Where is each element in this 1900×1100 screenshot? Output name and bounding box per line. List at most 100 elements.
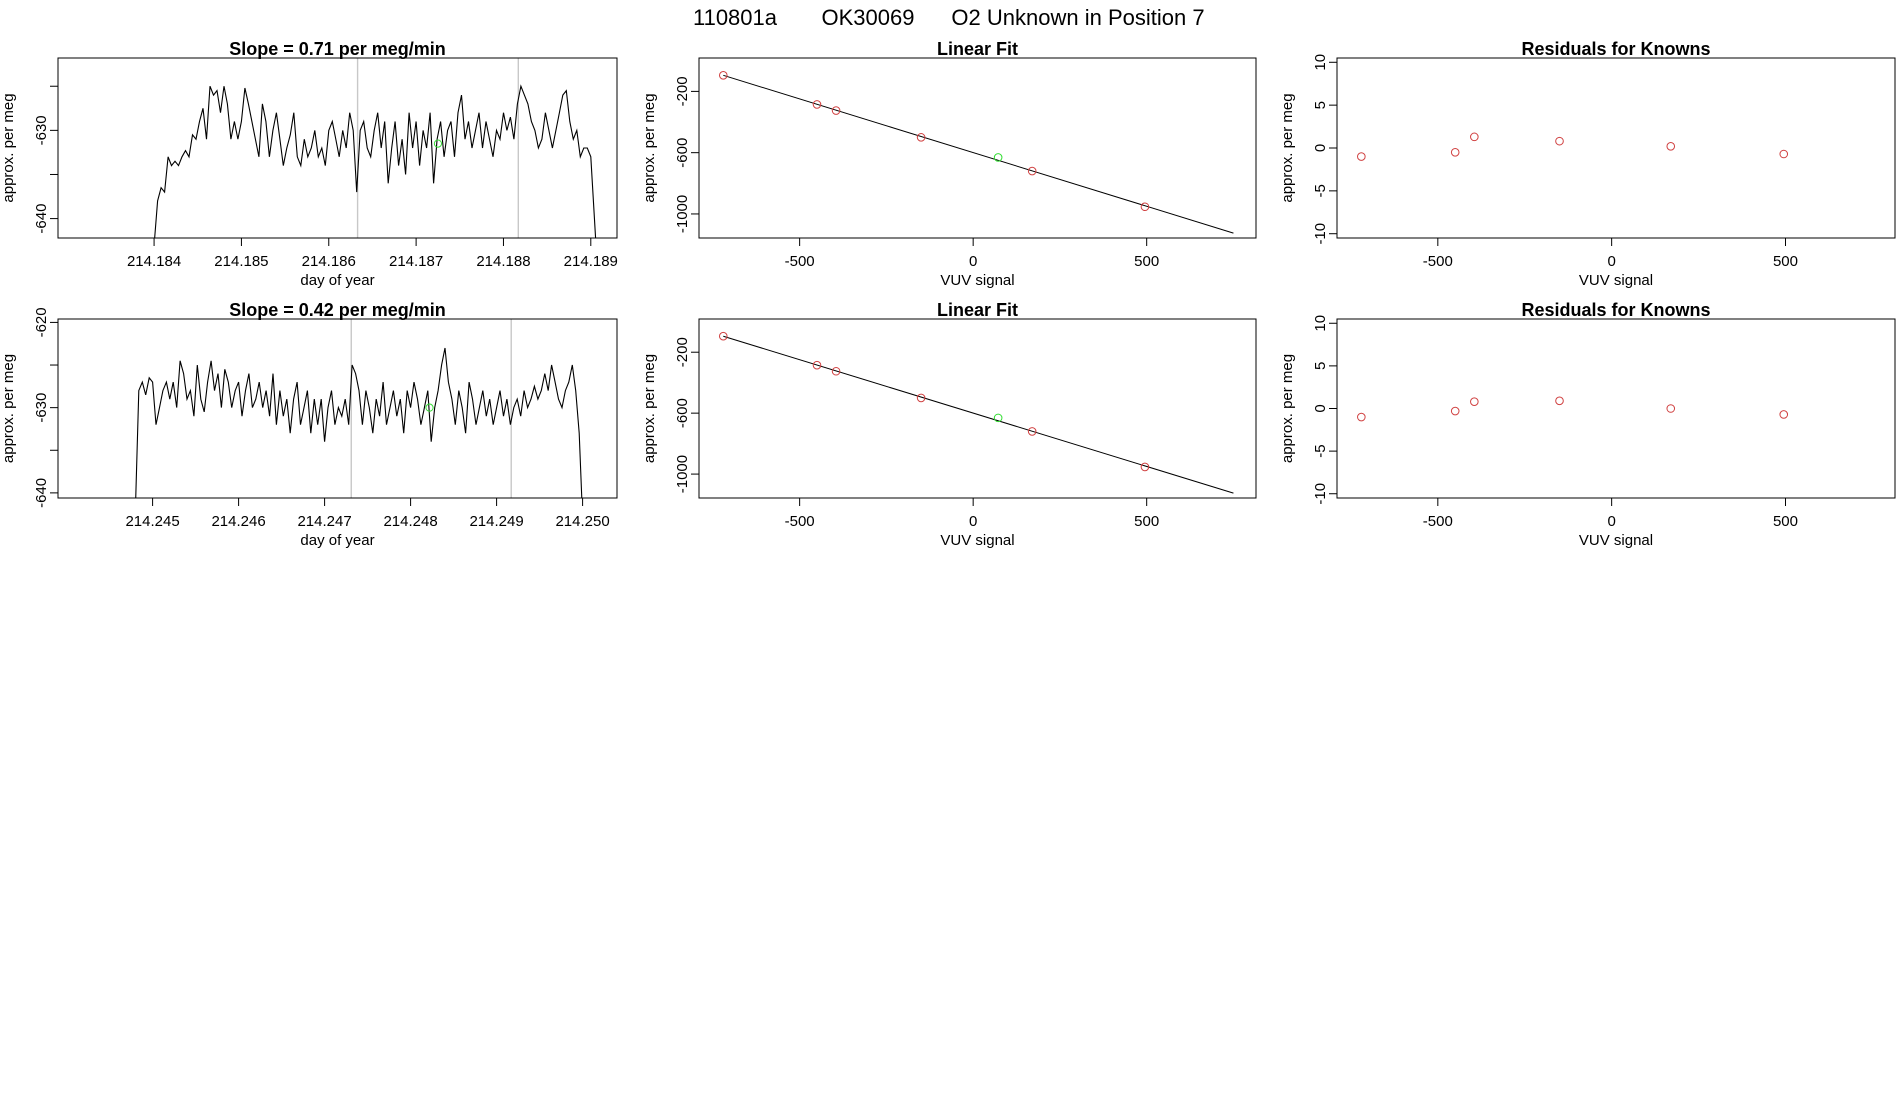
y-tick-label: -1000 xyxy=(674,455,691,493)
x-tick-label: 214.248 xyxy=(383,513,437,530)
y-axis-label: approx. per meg xyxy=(0,354,17,463)
y-axis-label: approx. per meg xyxy=(641,93,658,202)
panel-0-1: -500 0 500 -1000 -600 -200 Linear Fit VUV signa… xyxy=(641,39,1257,289)
known-point xyxy=(1357,152,1366,161)
x-tick-label: 214.184 xyxy=(127,253,181,270)
y-tick-label: 5 xyxy=(1312,101,1329,109)
y-tick-label: -200 xyxy=(674,76,691,106)
x-axis-label: VUV signal xyxy=(1579,532,1653,549)
y-tick-label: -630 xyxy=(33,115,50,145)
x-tick-label: 214.249 xyxy=(469,513,523,530)
x-tick-label: 214.189 xyxy=(564,253,618,270)
unknown-marker xyxy=(425,403,434,412)
panel-title: Linear Fit xyxy=(937,39,1018,59)
panel-0-0: 214.184 214.185 214.186 214.187 214.188 214.1… xyxy=(0,39,618,289)
known-point xyxy=(718,71,728,80)
y-tick-label: 10 xyxy=(1312,315,1329,332)
x-tick-label: 214.245 xyxy=(125,513,179,530)
x-tick-label: 500 xyxy=(1134,253,1159,270)
known-point xyxy=(812,100,822,109)
x-tick-label: 214.187 xyxy=(389,253,443,270)
known-point xyxy=(916,393,926,403)
x-axis-label: VUV signal xyxy=(940,532,1014,549)
y-tick-label: -600 xyxy=(674,138,691,168)
known-point xyxy=(1470,397,1479,406)
known-point xyxy=(1555,396,1564,406)
y-axis-label: approx. per meg xyxy=(641,354,658,463)
plot-frame xyxy=(1336,57,1896,239)
known-point xyxy=(1666,404,1676,413)
y-tick-label: -600 xyxy=(674,398,691,428)
x-tick-label: 0 xyxy=(1607,253,1615,270)
x-tick-label: -500 xyxy=(785,253,815,270)
panel-title: Slope = 0.71 per meg/min xyxy=(229,39,446,59)
known-point xyxy=(1470,132,1479,142)
panel-title: Linear Fit xyxy=(937,300,1018,320)
y-axis-label: approx. per meg xyxy=(1279,354,1296,463)
plot-frame xyxy=(57,57,618,239)
plot-area xyxy=(1357,132,1789,161)
x-tick-label: 500 xyxy=(1134,513,1159,530)
x-tick-label: -500 xyxy=(785,513,815,530)
fit-line xyxy=(723,335,1234,494)
known-point xyxy=(1027,427,1037,436)
panel-0-2: -500 0 500 -10 -5 0 5 10 Residuals for Knowns VUV… xyxy=(1279,39,1896,289)
x-axis-label: day of year xyxy=(300,272,374,289)
panel-title: Slope = 0.42 per meg/min xyxy=(229,300,446,320)
x-tick-label: 0 xyxy=(969,513,977,530)
y-tick-label: 10 xyxy=(1312,54,1329,71)
known-point xyxy=(831,106,841,115)
panel-1-0: 214.245 214.246 214.247 214.248 214.249 214.2… xyxy=(0,300,618,549)
y-tick-label: -10 xyxy=(1312,223,1329,245)
plot-frame xyxy=(1336,318,1896,499)
known-point xyxy=(1027,166,1037,176)
y-tick-label: 0 xyxy=(1312,144,1329,152)
y-tick-label: 5 xyxy=(1312,362,1329,370)
known-point xyxy=(1450,147,1460,157)
y-tick-label: -5 xyxy=(1312,444,1329,457)
known-point xyxy=(1779,410,1789,419)
time-series-line xyxy=(154,84,597,238)
x-tick-label: -500 xyxy=(1423,513,1453,530)
known-point xyxy=(1779,149,1789,159)
unknown-marker xyxy=(433,139,443,148)
known-point xyxy=(812,360,822,370)
figure-title-tank: OK30069 xyxy=(822,5,915,30)
y-tick-label: -10 xyxy=(1312,483,1329,505)
x-tick-label: 214.185 xyxy=(214,253,268,270)
plot-area xyxy=(718,331,1234,494)
known-point xyxy=(916,133,926,142)
x-tick-label: 214.188 xyxy=(476,253,530,270)
known-point xyxy=(1140,462,1150,472)
x-tick-label: 214.247 xyxy=(297,513,351,530)
y-tick-label: -5 xyxy=(1312,184,1329,197)
plot-area xyxy=(718,71,1234,234)
x-axis-label: VUV signal xyxy=(1579,272,1653,289)
x-tick-label: 214.186 xyxy=(302,253,356,270)
x-tick-label: 0 xyxy=(969,253,977,270)
x-axis-label: VUV signal xyxy=(940,272,1014,289)
panels: 214.184 214.185 214.186 214.187 214.188 214.1… xyxy=(0,39,1896,549)
y-tick-label: -1000 xyxy=(674,195,691,233)
known-point xyxy=(1140,202,1150,212)
plot-area xyxy=(1357,396,1789,422)
y-tick-label: -640 xyxy=(33,204,50,234)
x-axis-label: day of year xyxy=(300,532,374,549)
fit-line xyxy=(723,74,1234,234)
x-tick-label: 500 xyxy=(1773,513,1798,530)
y-tick-label: 0 xyxy=(1312,404,1329,412)
panel-1-2: -500 0 500 -10 -5 0 5 10 Residuals for Knowns VUV… xyxy=(1279,300,1896,549)
figure-title-run: 110801a xyxy=(693,5,778,30)
unknown-point xyxy=(993,413,1003,423)
x-tick-label: 500 xyxy=(1773,253,1798,270)
plot-area xyxy=(154,58,597,238)
plot-frame xyxy=(698,318,1257,499)
y-tick-label: -620 xyxy=(33,307,50,337)
x-tick-label: 214.250 xyxy=(555,513,609,530)
known-point xyxy=(718,331,728,341)
y-tick-label: -200 xyxy=(674,337,691,367)
known-point xyxy=(1666,141,1676,151)
known-point xyxy=(831,366,841,376)
known-point xyxy=(1450,406,1460,416)
